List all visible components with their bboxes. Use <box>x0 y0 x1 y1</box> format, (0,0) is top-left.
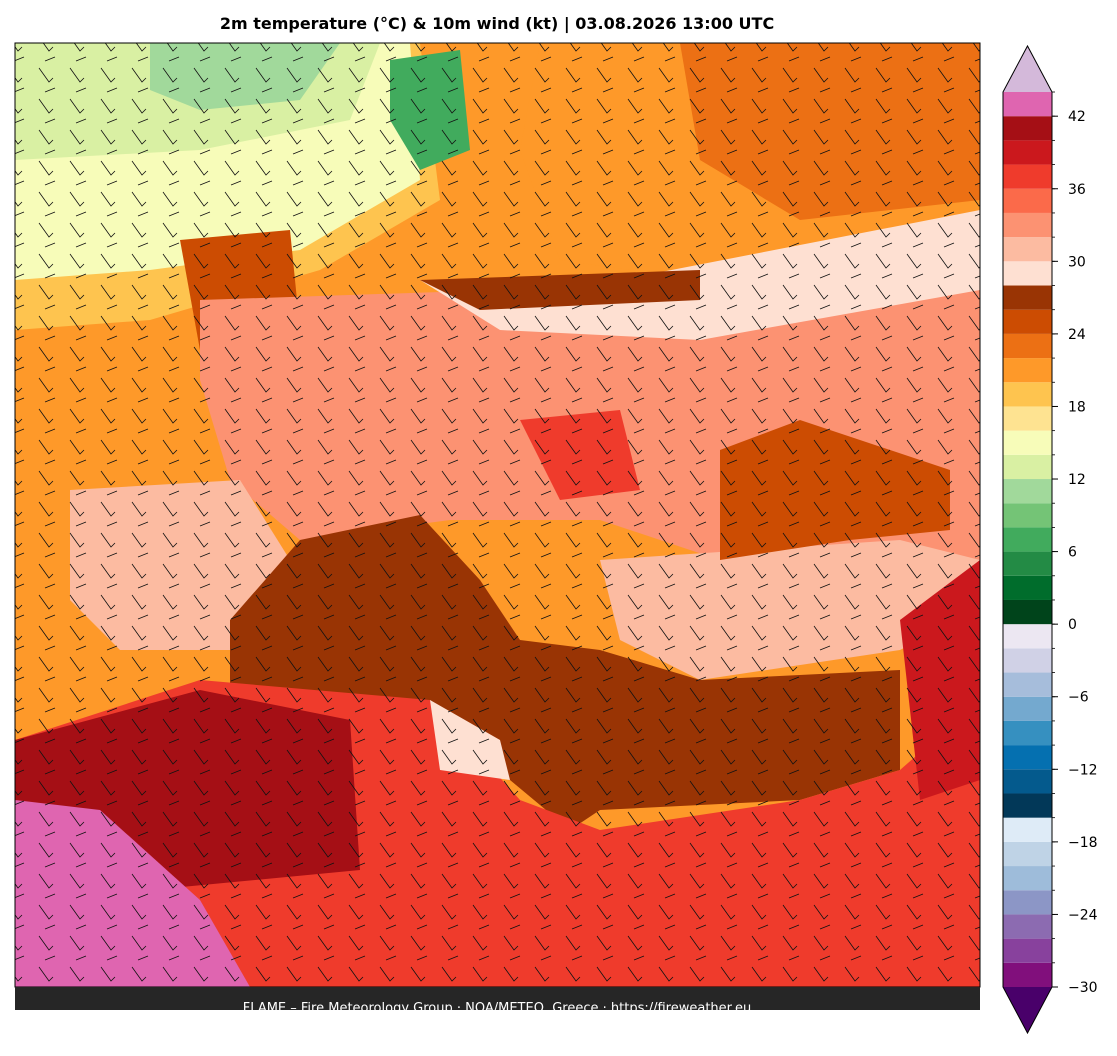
colorbar-tick-label: 42 <box>1068 109 1086 125</box>
colorbar-band <box>1003 285 1052 310</box>
colorbar-band <box>1003 333 1052 359</box>
colorbar-band <box>1003 430 1052 455</box>
colorbar-band <box>1003 358 1052 383</box>
colorbar-tick-label: 36 <box>1068 182 1086 198</box>
colorbar-tick-label: −30 <box>1068 980 1098 996</box>
colorbar-tick-label: −6 <box>1068 690 1089 706</box>
colorbar-band <box>1003 938 1052 963</box>
colorbar-band <box>1003 309 1052 334</box>
colorbar-band <box>1003 817 1052 842</box>
colorbar-band <box>1003 624 1052 649</box>
colorbar-tick-label: 18 <box>1068 399 1086 415</box>
colorbar-tick-label: 30 <box>1068 254 1086 270</box>
colorbar-band <box>1003 648 1052 673</box>
colorbar-band <box>1003 92 1052 117</box>
colorbar-band <box>1003 140 1052 165</box>
colorbar-band <box>1003 382 1052 407</box>
colorbar: −30 −24 −18 −12 −6 0 6 12 18 24 30 36 42 <box>1002 44 1098 1035</box>
colorbar-band <box>1003 164 1052 189</box>
colorbar-band <box>1003 672 1052 697</box>
footer-text: FLAME – Fire Meteorology Group · NOA/MET… <box>243 1001 751 1016</box>
colorbar-band <box>1003 527 1052 552</box>
colorbar-tick-label: −12 <box>1068 762 1098 778</box>
colorbar-band <box>1003 720 1052 746</box>
wind-barbs <box>15 43 980 987</box>
colorbar-band <box>1003 479 1052 504</box>
colorbar-band <box>1003 866 1052 891</box>
colorbar-band <box>1003 599 1052 625</box>
colorbar-band <box>1003 551 1052 576</box>
colorbar-extend-low <box>1003 987 1052 1033</box>
title: 2m temperature (°C) & 10m wind (kt) | 03… <box>220 14 774 34</box>
colorbar-band <box>1003 696 1052 721</box>
colorbar-band <box>1003 188 1052 213</box>
map <box>15 43 980 987</box>
colorbar-band <box>1003 261 1052 286</box>
colorbar-band <box>1003 841 1052 867</box>
colorbar-tick-label: 6 <box>1068 545 1077 561</box>
colorbar-band <box>1003 890 1052 915</box>
colorbar-band <box>1003 793 1052 818</box>
colorbar-tick-label: 0 <box>1068 617 1077 633</box>
colorbar-band <box>1003 769 1052 794</box>
colorbar-tick-label: −24 <box>1068 907 1098 923</box>
colorbar-band <box>1003 962 1052 987</box>
colorbar-band <box>1003 116 1052 141</box>
colorbar-band <box>1003 914 1052 939</box>
colorbar-tick-label: 12 <box>1068 472 1086 488</box>
footer-bar <box>15 987 980 1010</box>
colorbar-band <box>1003 237 1052 262</box>
colorbar-band <box>1003 503 1052 528</box>
colorbar-band <box>1003 212 1052 238</box>
colorbar-band <box>1003 406 1052 431</box>
colorbar-band <box>1003 454 1052 480</box>
colorbar-tick-label: −18 <box>1068 835 1098 851</box>
colorbar-extend-high <box>1003 46 1052 92</box>
colorbar-band <box>1003 745 1052 770</box>
colorbar-tick-label: 24 <box>1068 327 1086 343</box>
colorbar-band <box>1003 575 1052 600</box>
